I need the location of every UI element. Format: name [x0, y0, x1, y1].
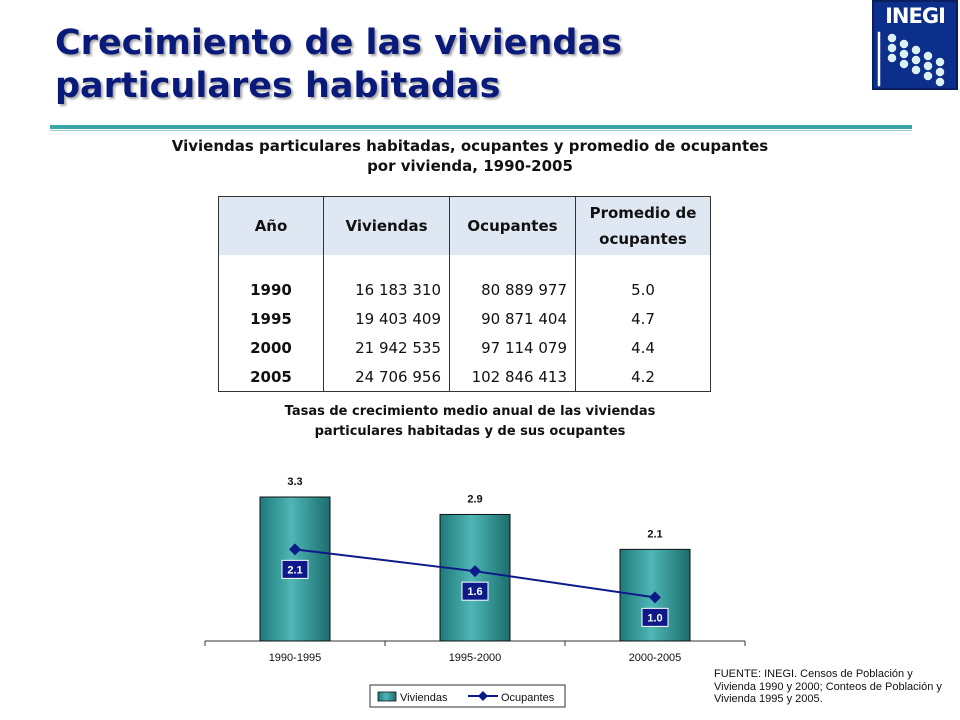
cell-year: 2000	[218, 333, 324, 362]
page-title: Crecimiento de las viviendas particulare…	[55, 23, 622, 106]
x-tick-label: 2000-2005	[629, 652, 682, 664]
cell-average: 4.2	[575, 362, 711, 392]
logo-abacus-icon	[877, 31, 945, 87]
header-dwellings: Viviendas	[323, 196, 450, 255]
header-average: Promedio de ocupantes	[575, 196, 711, 255]
cell-average: 4.7	[575, 304, 711, 333]
dwellings-table: Año Viviendas Ocupantes Promedio de ocup…	[218, 196, 711, 392]
table-row: 2000 21 942 535 97 114 079 4.4	[218, 333, 711, 362]
point-ocupantes	[469, 565, 481, 578]
cell-occupants: 102 846 413	[449, 362, 576, 392]
cell-year: 1990	[218, 275, 324, 304]
cell-occupants: 90 871 404	[449, 304, 576, 333]
title-divider-thin	[50, 130, 912, 131]
chart-title: Tasas de crecimiento medio anual de las …	[240, 402, 700, 442]
chart-title-line1: Tasas de crecimiento medio anual de las …	[284, 404, 656, 419]
point-ocupantes	[289, 543, 301, 556]
line-label-box	[281, 559, 309, 579]
cell-occupants: 97 114 079	[449, 333, 576, 362]
line-label-box	[641, 607, 669, 627]
point-ocupantes	[649, 591, 661, 604]
table-row: 1990 16 183 310 80 889 977 5.0	[218, 275, 711, 304]
line-data-label: 1.6	[467, 586, 482, 598]
chart-title-line2: particulares habitadas y de sus ocupante…	[314, 424, 626, 439]
bar-data-label: 2.9	[467, 493, 482, 505]
growth-rate-chart: 3.3 1990-1995 2.9 1995-2000 2.1 2000-2005 2.1 1…	[204, 476, 746, 708]
cell-dwellings: 24 706 956	[323, 362, 450, 392]
logo-text: INEGI	[885, 4, 946, 28]
cell-occupants: 80 889 977	[449, 275, 576, 304]
x-tick-label: 1990-1995	[269, 652, 322, 664]
cell-year: 2005	[218, 362, 324, 392]
x-tick-label: 1995-2000	[449, 652, 502, 664]
cell-dwellings: 16 183 310	[323, 275, 450, 304]
bar-data-label: 2.1	[647, 528, 662, 540]
header-year: Año	[218, 196, 324, 255]
cell-average: 4.4	[575, 333, 711, 362]
table-row: 1995 19 403 409 90 871 404 4.7	[218, 304, 711, 333]
line-data-label: 2.1	[287, 564, 302, 576]
header-average-line2: ocupantes	[599, 230, 687, 248]
legend-label-ocupantes: Ocupantes	[501, 692, 555, 704]
table-row: 2005 24 706 956 102 846 413 4.2	[218, 362, 711, 392]
header-average-line1: Promedio de	[589, 204, 697, 222]
header-occupants: Ocupantes	[449, 196, 576, 255]
cell-average: 5.0	[575, 275, 711, 304]
cell-year: 1995	[218, 304, 324, 333]
title-divider	[50, 125, 912, 129]
source-note: FUENTE: INEGI. Censos de Población y Viv…	[714, 668, 942, 705]
legend-marker-ocupantes	[478, 691, 488, 701]
cell-dwellings: 21 942 535	[323, 333, 450, 362]
legend	[369, 684, 566, 708]
line-data-label: 1.0	[647, 612, 662, 624]
bar-data-label: 3.3	[287, 476, 302, 488]
legend-label-viviendas: Viviendas	[400, 692, 448, 704]
legend-swatch-viviendas	[377, 691, 397, 702]
inegi-logo: INEGI	[872, 0, 958, 90]
line-label-box	[461, 581, 489, 601]
bar-viviendas	[439, 513, 511, 642]
table-title: Viviendas particulares habitadas, ocupan…	[171, 137, 769, 175]
cell-dwellings: 19 403 409	[323, 304, 450, 333]
